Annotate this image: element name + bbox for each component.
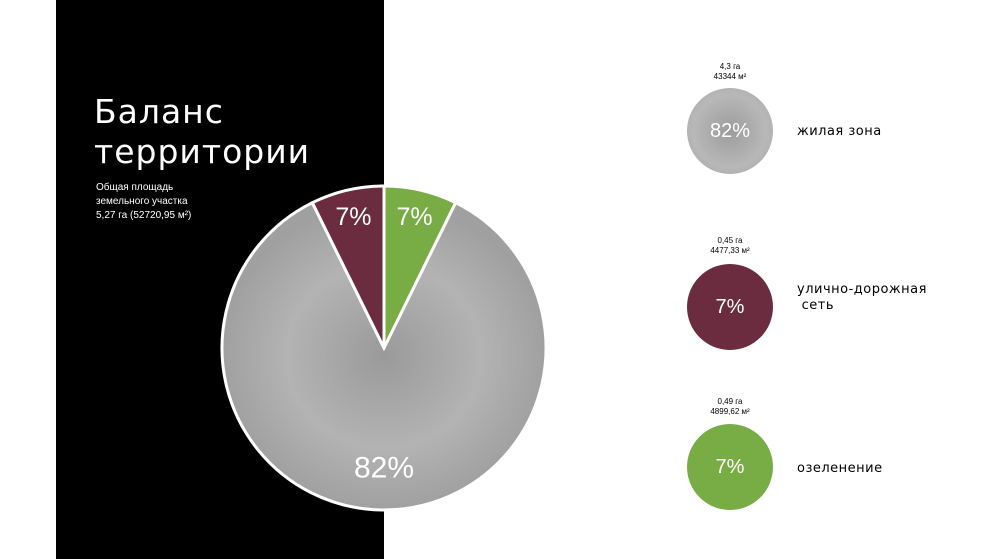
caption-line-1: Общая площадь xyxy=(96,182,174,193)
legend-area-ha: 0,49 га xyxy=(717,397,743,406)
legend-area-m2: 43344 м² xyxy=(713,72,747,81)
legend-percent: 82% xyxy=(709,119,751,142)
page-title: Баланс территории xyxy=(94,92,384,172)
legend-percent: 7% xyxy=(715,455,745,478)
legend-label: озеленение xyxy=(797,461,883,476)
pie-slice-greenery-label: 7% xyxy=(396,203,432,231)
legend-area-ha: 0,45 га xyxy=(717,236,743,245)
caption-line-3: 5,27 га (52720,95 м²) xyxy=(96,210,192,221)
legend-area-text: 4,3 га 43344 м² xyxy=(670,62,790,82)
pie-slice-residential xyxy=(220,200,548,512)
title-line-1: Баланс xyxy=(94,92,224,131)
legend-label: улично-дорожная сеть xyxy=(797,282,927,313)
title-line-2: территории xyxy=(94,132,311,171)
pie-slice-roads xyxy=(310,184,386,349)
pie-slice-residential-label: 82% xyxy=(354,452,414,485)
legend-label: жилая зона xyxy=(797,124,882,139)
legend-percent: 7% xyxy=(715,295,745,318)
legend-circle-greenery: 7% xyxy=(687,424,773,510)
legend-circle-roads: 7% xyxy=(687,264,773,350)
legend-area-m2: 4477,33 м² xyxy=(710,246,750,255)
legend-circle-residential: 82% xyxy=(687,88,773,174)
legend-area-ha: 4,3 га xyxy=(719,62,741,71)
legend-area-text: 0,45 га 4477,33 м² xyxy=(670,236,790,256)
caption-line-2: земельного участка xyxy=(96,196,188,207)
pie-slice-roads-label: 7% xyxy=(335,203,371,231)
legend-area-m2: 4899,62 м² xyxy=(710,407,750,416)
total-area-caption: Общая площадь земельного участка 5,27 га… xyxy=(96,181,266,223)
legend-area-text: 0,49 га 4899,62 м² xyxy=(670,397,790,417)
